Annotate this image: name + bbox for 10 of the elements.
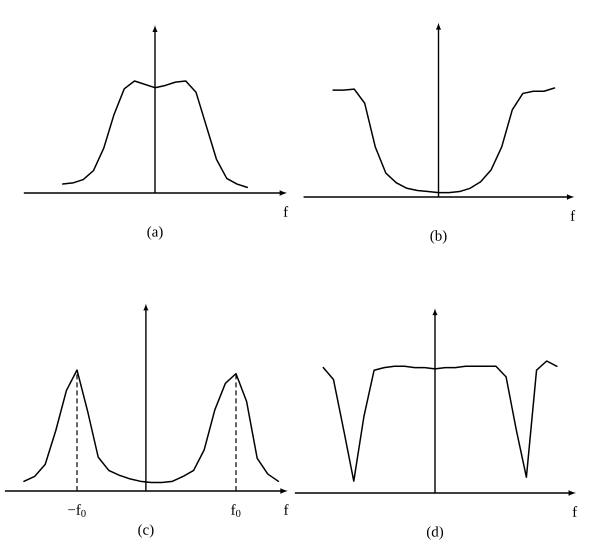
- x-tick-label: −f$_{0}$: [68, 504, 86, 517]
- text: (c): [138, 524, 154, 538]
- text: (d): [426, 526, 444, 540]
- x-axis-title: f: [572, 506, 578, 517]
- text: (b): [430, 230, 447, 244]
- x-tick-label: f$_{0}$: [231, 504, 240, 517]
- x-axis-title: f: [284, 206, 288, 217]
- text: (a): [147, 226, 163, 240]
- x-axis-title: f: [284, 504, 289, 515]
- x-axis-title: f: [570, 210, 576, 221]
